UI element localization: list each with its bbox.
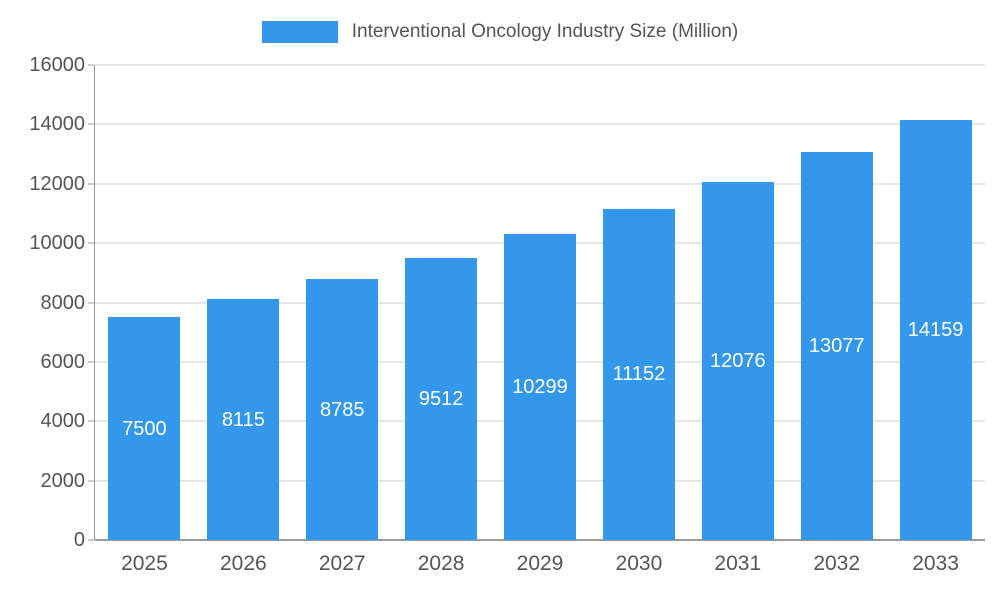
x-tick-label: 2027 bbox=[318, 552, 366, 575]
plot-area: 7500 8115 8785 9512 10299 11152 12076 13077 1415… bbox=[88, 64, 985, 541]
bar-slot: 11152 bbox=[589, 65, 688, 540]
y-tick-label: 2000 bbox=[40, 469, 86, 492]
bar-slot: 10299 bbox=[491, 65, 590, 540]
y-tick-label: 6000 bbox=[40, 350, 86, 373]
bar: 13077 bbox=[800, 151, 873, 540]
x-tick-label: 2032 bbox=[813, 552, 861, 575]
x-tick-label: 2033 bbox=[912, 552, 959, 575]
x-axis-baseline bbox=[95, 539, 985, 541]
y-tick-mark bbox=[88, 361, 94, 363]
bar-slot: 8785 bbox=[293, 65, 392, 540]
bar-slot: 8115 bbox=[194, 65, 293, 540]
legend: Interventional Oncology Industry Size (M… bbox=[0, 18, 1000, 46]
y-tick-label: 8000 bbox=[40, 291, 86, 314]
bar-value-label: 12076 bbox=[709, 349, 766, 372]
y-tick-label: 0 bbox=[73, 529, 85, 551]
gridline bbox=[95, 123, 985, 125]
bars-row: 7500 8115 8785 9512 10299 11152 12076 13077 1415… bbox=[95, 65, 985, 540]
bar-value-label: 7500 bbox=[122, 417, 167, 440]
y-tick-label: 4000 bbox=[40, 410, 86, 433]
y-axis-labels: 0 2000 4000 6000 8000 10000 12000 14000 16000 bbox=[0, 55, 86, 550]
bar-slot: 9512 bbox=[392, 65, 491, 540]
x-axis-labels: 2025 2026 2027 2028 2029 2030 2031 2032 2033 bbox=[95, 552, 985, 576]
y-tick-mark bbox=[88, 183, 94, 185]
bar-value-label: 13077 bbox=[808, 334, 865, 357]
y-tick-mark bbox=[88, 64, 94, 66]
bar-slot: 13077 bbox=[787, 65, 886, 540]
bar: 9512 bbox=[405, 257, 478, 540]
bar: 8115 bbox=[207, 299, 280, 540]
y-tick-label: 12000 bbox=[29, 172, 85, 195]
y-tick-mark bbox=[88, 539, 94, 541]
y-tick-mark bbox=[88, 480, 94, 482]
bar: 10299 bbox=[504, 234, 576, 540]
bar: 12076 bbox=[701, 181, 774, 540]
y-tick-label: 10000 bbox=[29, 232, 85, 255]
bar: 14159 bbox=[899, 119, 972, 540]
bar: 8785 bbox=[306, 279, 379, 540]
gridline bbox=[95, 183, 985, 185]
x-tick-label: 2031 bbox=[714, 552, 762, 575]
bar-value-label: 10299 bbox=[512, 376, 568, 399]
y-tick-mark bbox=[88, 420, 94, 422]
bar-slot: 14159 bbox=[886, 65, 985, 540]
x-tick-label: 2029 bbox=[516, 552, 564, 575]
y-tick-mark bbox=[88, 123, 94, 125]
y-tick-mark bbox=[88, 302, 94, 303]
bar-slot: 12076 bbox=[688, 65, 787, 540]
bar-value-label: 9512 bbox=[418, 387, 464, 410]
bar-value-label: 8785 bbox=[319, 398, 365, 421]
y-axis-line bbox=[94, 65, 95, 540]
x-tick-label: 2028 bbox=[417, 552, 465, 575]
x-tick-label: 2030 bbox=[615, 552, 663, 575]
gridline bbox=[95, 64, 985, 66]
bar-slot: 7500 bbox=[95, 65, 194, 540]
bar-value-label: 11152 bbox=[612, 363, 666, 386]
bar: 11152 bbox=[602, 208, 675, 540]
x-tick-label: 2026 bbox=[219, 552, 267, 575]
bar: 7500 bbox=[108, 317, 181, 540]
x-tick-label: 2025 bbox=[121, 552, 168, 575]
y-tick-label: 14000 bbox=[29, 113, 85, 136]
bar-value-label: 8115 bbox=[221, 408, 265, 431]
bar-value-label: 14159 bbox=[907, 318, 964, 341]
y-tick-mark bbox=[88, 242, 94, 244]
y-tick-label: 16000 bbox=[29, 54, 85, 76]
legend-swatch bbox=[261, 21, 338, 43]
legend-label: Interventional Oncology Industry Size (M… bbox=[351, 21, 739, 42]
